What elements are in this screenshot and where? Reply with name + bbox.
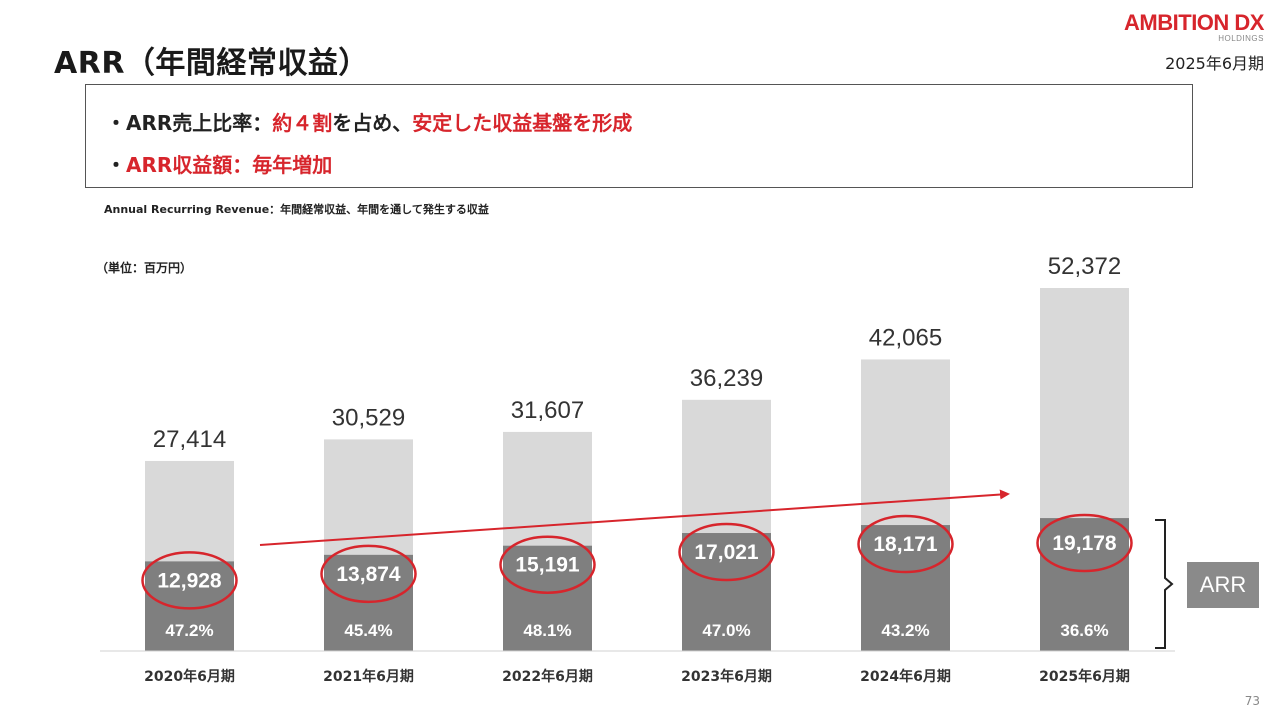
arr-ratio-label: 36.6% [1060, 621, 1108, 640]
bar-arr [145, 561, 234, 651]
total-value-label: 42,065 [869, 324, 942, 351]
unit-label: （単位：百万円） [96, 261, 193, 275]
summary-line-2-highlight: ARR収益額：毎年増加 [126, 153, 333, 177]
total-value-label: 27,414 [153, 426, 226, 453]
bar-arr [861, 525, 950, 651]
summary-line-1: ・ARR売上比率：約４割を占め、安定した収益基盤を形成 [106, 107, 632, 136]
bar-arr [682, 533, 771, 651]
highlight-circle [320, 544, 417, 604]
summary-line-1-highlight-1: 約４割 [272, 111, 333, 135]
highlight-circle [499, 535, 596, 594]
summary-box: ・ARR売上比率：約４割を占め、安定した収益基盤を形成 ・ARR収益額：毎年増加 [85, 84, 1193, 188]
summary-line-2: ・ARR収益額：毎年増加 [106, 149, 332, 178]
fiscal-period: 2025年6月期 [1165, 54, 1264, 73]
company-logo: AMBITION DX HOLDINGS [1124, 10, 1264, 44]
logo-sub-text: HOLDINGS [1218, 34, 1264, 43]
category-label: 2022年6月期 [502, 668, 593, 685]
category-label: 2025年6月期 [1039, 668, 1130, 685]
highlight-circle [141, 551, 238, 610]
total-value-label: 36,239 [690, 365, 763, 392]
arr-bracket [1155, 519, 1174, 649]
highlight-circle [678, 522, 775, 582]
summary-line-1-middle: を占め、 [332, 111, 413, 135]
arr-value-label: 12,928 [157, 569, 222, 592]
total-value-label: 52,372 [1048, 253, 1121, 280]
logo-main-text: AMBITION DX [1124, 10, 1264, 35]
bar-arr [1040, 518, 1129, 651]
arr-value-label: 18,171 [873, 533, 938, 556]
growth-trend-arrow [259, 489, 1010, 546]
summary-line-1-prefix: ・ARR売上比率： [106, 111, 273, 135]
arr-legend-label: ARR [1187, 562, 1259, 608]
arr-ratio-label: 47.2% [165, 621, 213, 640]
arr-ratio-label: 48.1% [523, 621, 571, 640]
total-value-label: 31,607 [511, 397, 584, 424]
category-label: 2021年6月期 [323, 668, 414, 685]
total-value-label: 30,529 [332, 404, 405, 431]
arr-ratio-label: 47.0% [702, 621, 750, 640]
footnote: Annual Recurring Revenue：年間経常収益、年間を通して発生… [104, 203, 489, 216]
arr-ratio-label: 43.2% [881, 621, 929, 640]
highlight-circle [857, 514, 954, 574]
highlight-circle [1036, 513, 1133, 573]
category-label: 2023年6月期 [681, 668, 772, 685]
category-label: 2020年6月期 [144, 668, 235, 685]
category-label: 2024年6月期 [860, 668, 951, 685]
arr-ratio-label: 45.4% [344, 621, 392, 640]
bar-arr [503, 545, 592, 651]
arr-value-label: 19,178 [1052, 532, 1117, 555]
page-number: 73 [1244, 694, 1260, 708]
arr-value-label: 13,874 [336, 563, 401, 586]
arr-value-label: 15,191 [515, 554, 580, 577]
arr-value-label: 17,021 [694, 541, 759, 564]
summary-line-1-highlight-2: 安定した収益基盤を形成 [412, 111, 633, 135]
summary-line-2-prefix: ・ [106, 153, 126, 177]
slide-title: ARR（年間経常収益） [54, 46, 369, 81]
